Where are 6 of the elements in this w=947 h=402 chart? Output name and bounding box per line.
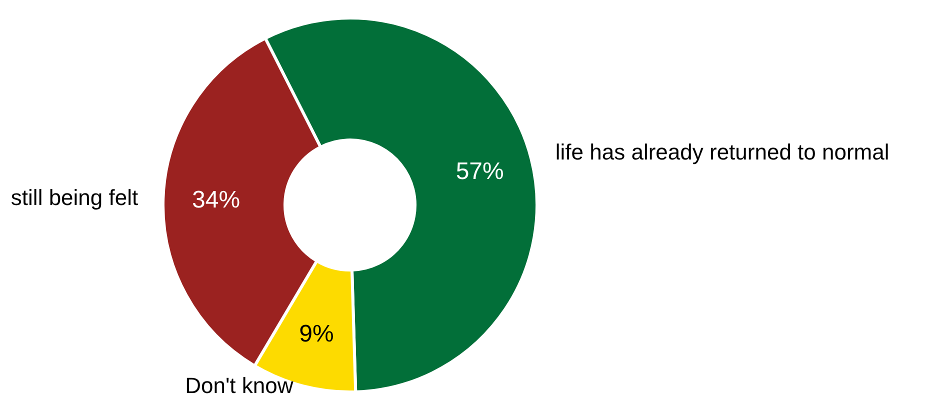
data-label: 57% — [456, 158, 504, 185]
slice-label: life has already returned to normal — [555, 140, 890, 165]
data-label: 34% — [192, 186, 240, 214]
data-label: 9% — [299, 320, 334, 348]
slice-label: still being felt — [10, 185, 138, 210]
slice-label: Don't know — [185, 373, 294, 398]
